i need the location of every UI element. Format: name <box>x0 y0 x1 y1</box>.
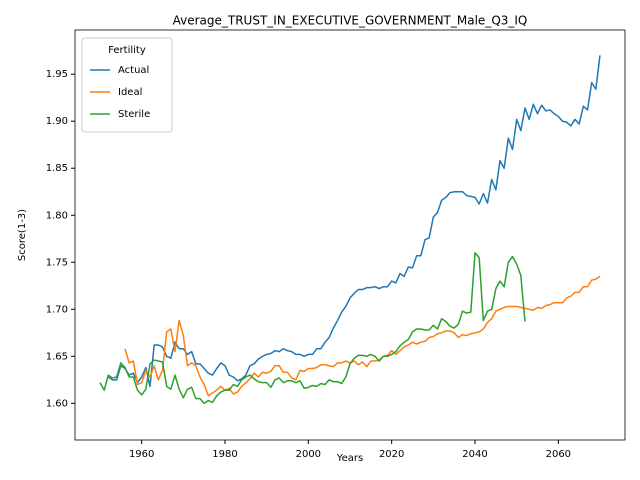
y-tick-label: 1.95 <box>46 69 68 80</box>
y-tick-label: 1.90 <box>46 116 68 127</box>
y-tick-label: 1.80 <box>46 210 68 221</box>
y-tick-label: 1.70 <box>46 304 68 315</box>
x-tick-label: 2000 <box>296 449 321 460</box>
plot-frame <box>74 29 626 441</box>
legend-label: Ideal <box>118 87 142 98</box>
chart-title: Average_TRUST_IN_EXECUTIVE_GOVERNMENT_Ma… <box>173 14 528 28</box>
x-axis-label: Years <box>336 453 363 464</box>
line-series <box>99 252 526 405</box>
y-tick-label: 1.85 <box>46 163 68 174</box>
legend-title: Fertility <box>108 45 146 56</box>
legend-label: Sterile <box>118 109 150 120</box>
x-tick-label: 2040 <box>462 449 487 460</box>
y-tick-label: 1.75 <box>46 257 68 268</box>
y-tick-label: 1.60 <box>46 398 68 409</box>
legend-label: Actual <box>118 65 149 76</box>
line-series <box>124 275 601 397</box>
x-tick-label: 2060 <box>546 449 571 460</box>
legend-box <box>81 37 173 133</box>
line-series <box>107 55 601 388</box>
y-axis-label: Score(1-3) <box>17 209 28 261</box>
x-tick-label: 1960 <box>129 449 154 460</box>
x-tick-label: 2020 <box>379 449 404 460</box>
y-tick-label: 1.65 <box>46 351 68 362</box>
x-tick-label: 1980 <box>212 449 237 460</box>
